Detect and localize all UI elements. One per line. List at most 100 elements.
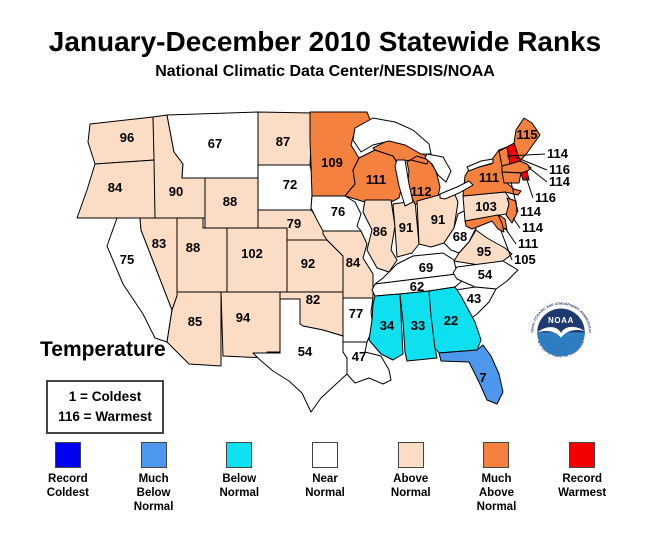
state-rank-callout-MD: 105 bbox=[514, 252, 536, 267]
callout-leader-line-VT bbox=[506, 153, 546, 157]
state-RI bbox=[520, 170, 530, 181]
legend-item-much_above_normal: Much Above Normal bbox=[454, 442, 540, 514]
state-rank-label-IL: 86 bbox=[373, 224, 387, 239]
legend-item-much_below_normal: Much Below Normal bbox=[111, 442, 197, 514]
page-subtitle: National Climatic Data Center/NESDIS/NOA… bbox=[155, 63, 495, 80]
state-rank-label-OR: 84 bbox=[108, 180, 123, 195]
state-rank-label-WI: 111 bbox=[366, 172, 386, 187]
state-rank-label-IA: 76 bbox=[331, 204, 345, 219]
state-OR bbox=[76, 159, 156, 219]
state-rank-label-WV: 68 bbox=[453, 229, 467, 244]
lake-superior bbox=[352, 117, 432, 155]
lake-erie bbox=[439, 180, 474, 200]
page-title: January-December 2010 Statewide Ranks bbox=[48, 26, 602, 57]
callout-leader-line-NH bbox=[514, 156, 548, 171]
state-rank-label-AZ: 85 bbox=[188, 314, 202, 329]
state-rank-label-LA: 47 bbox=[352, 349, 366, 364]
legend-item-record_coldest: Record Coldest bbox=[25, 442, 111, 514]
lake-michigan bbox=[394, 159, 414, 207]
state-rank-label-CA: 75 bbox=[120, 252, 134, 267]
callout-leader-line-RI bbox=[525, 176, 534, 199]
state-rank-callout-CT: 114 bbox=[520, 204, 542, 219]
legend-label-near_normal: Near Normal bbox=[305, 473, 345, 499]
state-UT bbox=[176, 217, 228, 293]
state-rank-label-AL: 33 bbox=[411, 318, 425, 333]
callout-leader-line-MD bbox=[500, 230, 513, 261]
state-GA bbox=[428, 286, 482, 354]
callout-leader-line-DE bbox=[504, 227, 517, 245]
legend-label-record_coldest: Record Coldest bbox=[46, 473, 89, 499]
state-rank-label-AR: 77 bbox=[349, 306, 363, 321]
legend-label-much_below_normal: Much Below Normal bbox=[133, 473, 174, 513]
state-rank-label-WY: 88 bbox=[223, 194, 237, 209]
state-rank-label-PA: 103 bbox=[475, 199, 497, 214]
legend-item-above_normal: Above Normal bbox=[368, 442, 454, 514]
state-rank-label-NC: 54 bbox=[478, 267, 493, 282]
legend-swatch-above_normal bbox=[397, 442, 424, 468]
state-rank-label-UT: 88 bbox=[186, 240, 200, 255]
state-rank-callout-NJ: 114 bbox=[522, 220, 544, 235]
state-rank-label-CO: 102 bbox=[241, 246, 263, 261]
state-rank-callout-DE: 111 bbox=[518, 236, 538, 251]
state-rank-label-KS: 92 bbox=[301, 256, 315, 271]
state-rank-callout-VT: 114 bbox=[547, 146, 569, 161]
state-rank-label-NV: 83 bbox=[152, 236, 166, 251]
state-rank-callout-NH: 116 bbox=[549, 162, 570, 177]
state-rank-label-SC: 43 bbox=[467, 291, 481, 306]
noaa-emblem-lower bbox=[537, 332, 585, 357]
state-rank-label-ND: 87 bbox=[276, 134, 290, 149]
temperature-heading: Temperature bbox=[40, 338, 166, 361]
state-AZ bbox=[166, 291, 222, 367]
state-rank-label-TN: 62 bbox=[410, 279, 424, 294]
state-rank-label-IN: 91 bbox=[399, 220, 413, 235]
legend-swatch-much_below_normal bbox=[140, 442, 167, 468]
state-NM bbox=[220, 291, 281, 359]
lake-ontario bbox=[466, 158, 494, 172]
state-rank-label-NM: 94 bbox=[236, 310, 251, 325]
state-rank-callout-RI: 116 bbox=[535, 190, 556, 205]
state-rank-label-WA: 96 bbox=[120, 130, 134, 145]
noaa-logo: NATIONAL OCEANIC AND ATMOSPHERIC ADMINIS… bbox=[528, 298, 592, 358]
legend-label-record_warmest: Record Warmest bbox=[558, 473, 607, 499]
state-NC bbox=[452, 260, 519, 290]
state-MD bbox=[464, 214, 505, 233]
legend-swatch-much_above_normal bbox=[483, 442, 510, 468]
state-rank-label-ID: 90 bbox=[169, 184, 183, 199]
state-FL bbox=[438, 344, 504, 405]
noaa-bird-icon bbox=[537, 326, 585, 338]
noaa-wordmark: NOAA bbox=[548, 316, 574, 325]
state-rank-label-MN: 109 bbox=[321, 155, 343, 170]
callout-leader-line-NJ bbox=[512, 217, 521, 229]
state-rank-label-GA: 22 bbox=[444, 313, 458, 328]
state-rank-label-ME: 115 bbox=[517, 127, 538, 142]
state-rank-label-SD: 72 bbox=[283, 177, 297, 192]
state-rank-label-KY: 69 bbox=[419, 260, 433, 275]
state-TX bbox=[252, 298, 348, 413]
state-rank-label-MI: 112 bbox=[411, 184, 432, 199]
legend-swatch-record_warmest bbox=[569, 442, 596, 468]
state-MS bbox=[368, 293, 404, 361]
state-NJ bbox=[505, 197, 518, 224]
state-rank-label-OH: 91 bbox=[431, 212, 445, 227]
lake-huron bbox=[424, 153, 452, 183]
legend-label-above_normal: Above Normal bbox=[390, 473, 431, 499]
state-IA bbox=[310, 195, 362, 232]
state-rank-label-TX: 54 bbox=[298, 344, 313, 359]
legend-label-much_above_normal: Much Above Normal bbox=[476, 473, 517, 513]
color-legend: Record Coldest Much Below Normal Below Normal N… bbox=[25, 442, 625, 514]
state-rank-label-FL: 7 bbox=[479, 370, 486, 385]
legend-item-below_normal: Below Normal bbox=[196, 442, 282, 514]
state-rank-label-NY: 111 bbox=[479, 170, 499, 185]
legend-label-below_normal: Below Normal bbox=[219, 473, 260, 499]
state-rank-label-VA: 95 bbox=[477, 244, 491, 259]
rank-key-box: 1 = Coldest 116 = Warmest bbox=[46, 380, 164, 434]
legend-item-near_normal: Near Normal bbox=[282, 442, 368, 514]
rank-key-line1: 1 = Coldest bbox=[68, 389, 142, 405]
state-rank-label-NE: 79 bbox=[287, 216, 301, 231]
state-rank-label-MO: 84 bbox=[346, 255, 361, 270]
state-LA bbox=[342, 341, 392, 385]
legend-swatch-near_normal bbox=[312, 442, 339, 468]
state-rank-callout-MA: 114 bbox=[549, 174, 571, 189]
state-CT bbox=[501, 171, 522, 184]
